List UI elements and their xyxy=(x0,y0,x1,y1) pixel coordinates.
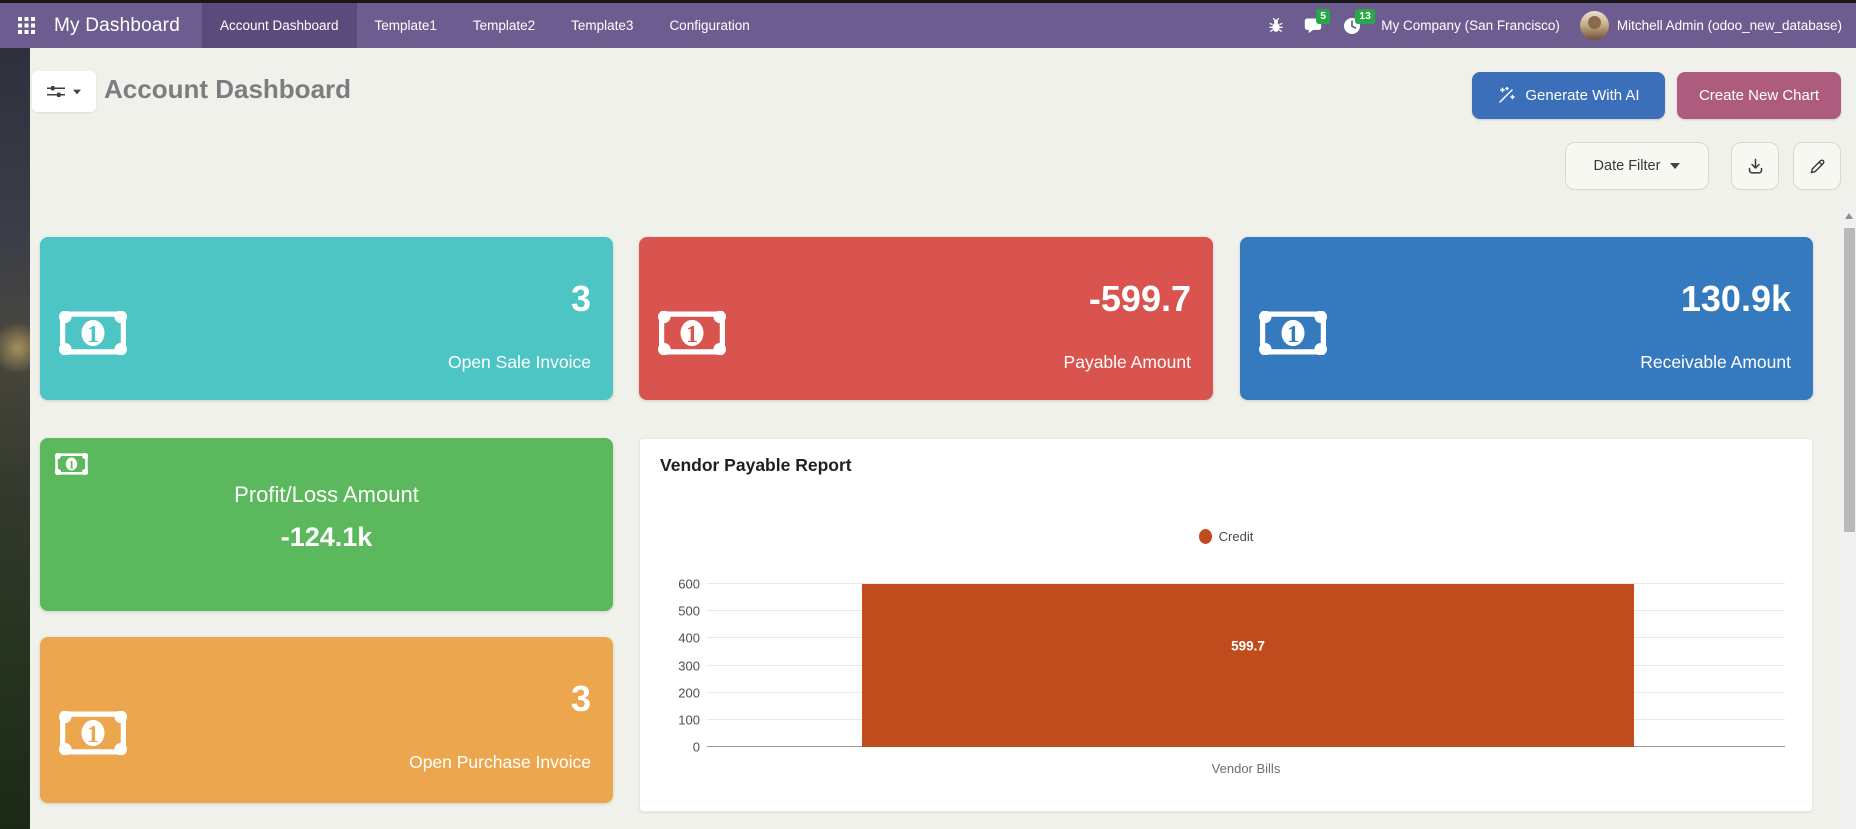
download-icon xyxy=(1746,157,1765,176)
chart-bar-value-label: 599.7 xyxy=(1231,638,1265,654)
legend-label: Credit xyxy=(1218,529,1254,544)
scroll-up-arrow-icon[interactable] xyxy=(1845,213,1853,219)
activities-count-badge: 13 xyxy=(1355,8,1375,24)
vertical-scrollbar[interactable] xyxy=(1843,207,1856,829)
chart-plot: 599.7 xyxy=(707,583,1785,747)
y-tick-300: 300 xyxy=(678,658,700,673)
svg-text:1: 1 xyxy=(87,722,99,748)
date-filter-dropdown[interactable]: Date Filter xyxy=(1565,142,1709,190)
systray: 5 13 My Company (San Francisco) Mitchell… xyxy=(1268,3,1856,48)
scrollbar-thumb[interactable] xyxy=(1844,228,1855,532)
kpi-value: 3 xyxy=(570,678,591,719)
company-switcher[interactable]: My Company (San Francisco) xyxy=(1381,18,1560,33)
vendor-payable-report-card: Vendor Payable Report Credit 0 100 200 300 4… xyxy=(639,438,1813,812)
main-navbar: My Dashboard Account Dashboard Template1… xyxy=(0,3,1856,48)
edit-button[interactable] xyxy=(1793,142,1841,190)
kpi-value: -124.1k xyxy=(280,522,373,552)
kpi-card-profit-loss-amount[interactable]: 1 Profit/Loss Amount -124.1k xyxy=(40,438,613,611)
download-button[interactable] xyxy=(1731,142,1779,190)
user-name: Mitchell Admin (odoo_new_database) xyxy=(1616,18,1842,33)
chart-y-axis-labels: 0 100 200 300 400 500 600 xyxy=(640,578,700,754)
y-tick-500: 500 xyxy=(678,603,700,619)
y-tick-200: 200 xyxy=(678,685,700,701)
app-brand[interactable]: My Dashboard xyxy=(54,14,180,36)
kpi-value: -599.7 xyxy=(1088,278,1191,319)
kpi-card-receivable-amount[interactable]: 1 130.9k Receivable Amount xyxy=(1240,237,1813,400)
menu-item-template1[interactable]: Template1 xyxy=(374,18,437,33)
messages-icon[interactable]: 5 xyxy=(1304,8,1331,35)
kpi-label: Profit/Loss Amount xyxy=(234,482,419,507)
kpi-label: Open Sale Invoice xyxy=(447,352,591,372)
y-tick-400: 400 xyxy=(678,630,700,646)
legend-dot-icon xyxy=(1198,529,1212,544)
activities-clock-icon[interactable]: 13 xyxy=(1343,8,1375,35)
magic-wand-icon xyxy=(1497,86,1516,105)
generate-with-ai-button[interactable]: Generate With AI xyxy=(1472,72,1665,119)
apps-menu-button[interactable] xyxy=(0,3,52,48)
caret-down-icon xyxy=(1670,163,1681,169)
generate-with-ai-label: Generate With AI xyxy=(1525,87,1640,104)
money-bill-icon: 1 xyxy=(59,711,127,755)
y-tick-0: 0 xyxy=(692,739,700,755)
money-bill-icon: 1 xyxy=(1259,311,1327,355)
svg-text:1: 1 xyxy=(69,457,75,471)
menu-item-configuration[interactable]: Configuration xyxy=(669,18,750,33)
money-bill-icon: 1 xyxy=(59,311,127,355)
chart-legend[interactable]: Credit xyxy=(640,529,1812,544)
kpi-label: Open Purchase Invoice xyxy=(409,752,591,772)
apps-grid-icon xyxy=(17,17,35,34)
menu-item-account-dashboard[interactable]: Account Dashboard xyxy=(201,3,357,48)
y-tick-100: 100 xyxy=(678,712,700,728)
sliders-icon xyxy=(46,85,65,99)
kpi-card-open-sale-invoice[interactable]: 1 3 Open Sale Invoice xyxy=(40,237,613,400)
debug-bug-icon[interactable] xyxy=(1268,17,1284,34)
kpi-value: 3 xyxy=(570,278,591,319)
date-filter-label: Date Filter xyxy=(1593,158,1661,174)
menu-item-template2[interactable]: Template2 xyxy=(472,18,536,33)
user-avatar xyxy=(1579,11,1609,40)
chart-bar-credit[interactable]: 599.7 xyxy=(862,584,1634,747)
user-menu[interactable]: Mitchell Admin (odoo_new_database) xyxy=(1579,11,1842,40)
kpi-card-payable-amount[interactable]: 1 -599.7 Payable Amount xyxy=(639,237,1213,400)
menu-item-template3[interactable]: Template3 xyxy=(571,18,634,33)
chart-x-axis-label: Vendor Bills xyxy=(1211,761,1281,776)
main-menu: Account Dashboard Template1 Template2 Te… xyxy=(201,3,768,48)
kpi-label: Receivable Amount xyxy=(1640,352,1791,372)
create-new-chart-label: Create New Chart xyxy=(1698,87,1820,104)
messages-count-badge: 5 xyxy=(1316,8,1331,24)
money-bill-icon: 1 xyxy=(658,311,726,355)
gridline-600 xyxy=(707,583,1785,584)
window-top-strip xyxy=(0,0,1856,3)
svg-text:1: 1 xyxy=(87,322,99,348)
page-title: Account Dashboard xyxy=(104,74,352,104)
y-tick-600: 600 xyxy=(678,576,700,592)
kpi-value: 130.9k xyxy=(1680,278,1791,319)
layout-filter-button[interactable] xyxy=(32,71,96,112)
kpi-label: Payable Amount xyxy=(1063,352,1191,372)
svg-text:1: 1 xyxy=(1287,322,1299,348)
kpi-card-open-purchase-invoice[interactable]: 1 3 Open Purchase Invoice xyxy=(40,637,613,803)
background-image-strip xyxy=(0,48,30,829)
create-new-chart-button[interactable]: Create New Chart xyxy=(1677,72,1841,119)
chart-title: Vendor Payable Report xyxy=(660,455,852,475)
money-bill-icon: 1 xyxy=(55,453,88,475)
caret-down-icon xyxy=(72,89,81,94)
svg-text:1: 1 xyxy=(686,322,698,348)
pencil-icon xyxy=(1808,157,1827,176)
